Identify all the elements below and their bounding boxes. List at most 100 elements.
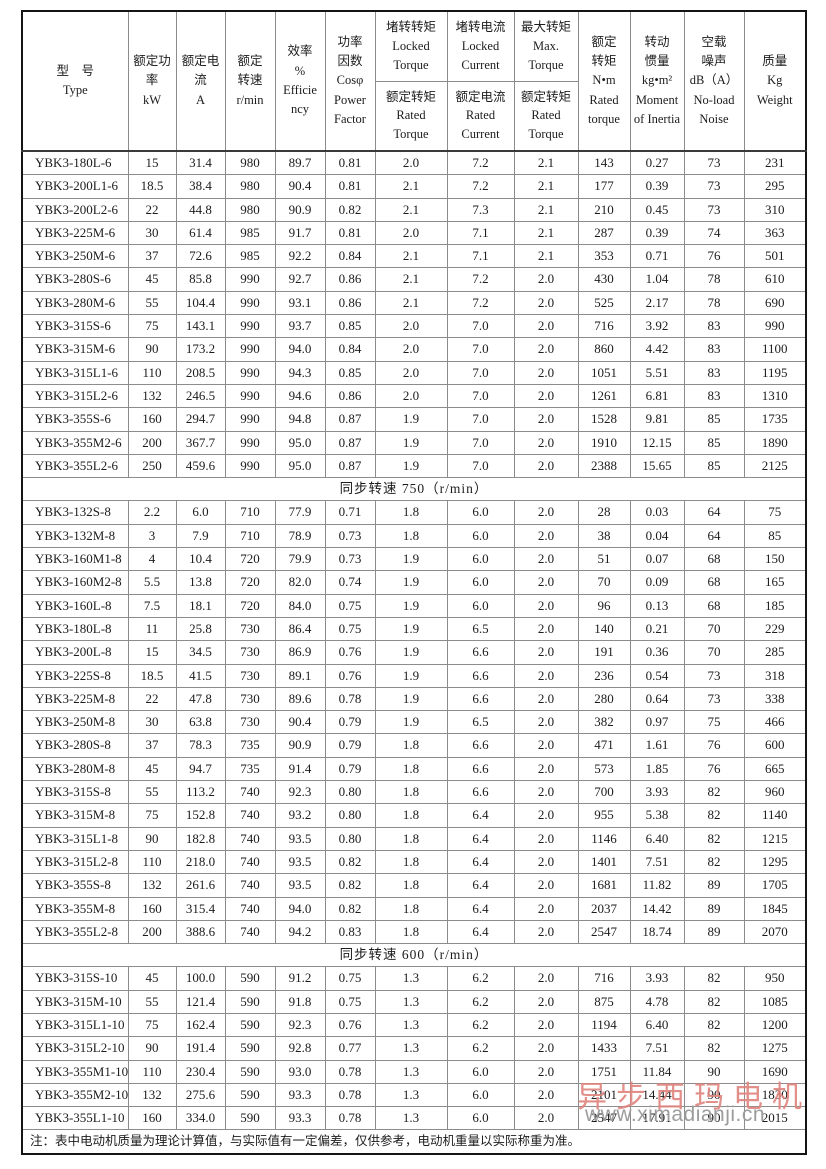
table-header: 型 号 Type 额定功率 kW 额定电流 A 额定 转速 r/min 效率% Efficie ncy… [21, 10, 807, 152]
cell-power_factor: 0.81 [324, 220, 376, 246]
cell-rated_speed_rpm: 735 [224, 733, 276, 758]
table-note: 注：表中电动机质量为理论计算值，与实际值有一定偏差，仅供参考，电动机重量以实际称… [21, 1129, 807, 1155]
cell-model: YBK3-160L-8 [21, 593, 129, 618]
cell-locked_current_ratio: 6.0 [446, 570, 515, 595]
cell-weight_kg: 1140 [743, 803, 807, 828]
cell-rated_torque_nm: 2547 [577, 1106, 631, 1131]
cell-rated_power_kw: 45 [127, 756, 177, 782]
cell-locked_torque_ratio: 2.0 [374, 337, 448, 362]
cell-efficiency_pct: 92.3 [274, 780, 326, 805]
cell-rated_torque_nm: 875 [577, 989, 631, 1014]
cell-locked_torque_ratio: 1.9 [374, 547, 448, 572]
cell-locked_current_ratio: 6.0 [446, 1082, 515, 1108]
cell-moment_of_inertia: 11.82 [629, 873, 685, 898]
cell-rated_power_kw: 30 [127, 220, 177, 246]
table-row: YBK3-355S-6 160 294.7 990 94.8 0.87 1.9 7.0 2.0 1… [21, 407, 807, 432]
cell-max_torque_ratio: 2.0 [513, 290, 579, 316]
cell-power_factor: 0.82 [324, 873, 376, 898]
cell-moment_of_inertia: 0.45 [629, 197, 685, 222]
cell-rated_power_kw: 160 [127, 896, 177, 921]
cell-locked_torque_ratio: 1.3 [374, 1036, 448, 1061]
cell-locked_torque_ratio: 1.3 [374, 966, 448, 991]
cell-power_factor: 0.78 [324, 1059, 376, 1084]
cell-rated_current_a: 173.2 [175, 337, 226, 362]
cell-rated_torque_nm: 955 [577, 803, 631, 828]
cell-rated_torque_nm: 143 [577, 150, 631, 176]
note-row: 注：表中电动机质量为理论计算值，与实际值有一定偏差，仅供参考，电动机重量以实际称… [21, 1129, 807, 1155]
cell-locked_current_ratio: 7.0 [446, 314, 515, 339]
cell-locked_current_ratio: 6.2 [446, 1036, 515, 1061]
cell-rated_speed_rpm: 990 [224, 337, 276, 362]
col-header-power_factor: 功率 因数 Cosφ Power Factor [324, 10, 376, 152]
cell-noload_noise_db: 90 [683, 1059, 745, 1084]
cell-locked_torque_ratio: 2.0 [374, 150, 448, 176]
cell-rated_current_a: 218.0 [175, 849, 226, 875]
header-row: 型 号 Type 额定功率 kW 额定电流 A 额定 转速 r/min 效率% Efficie ncy… [21, 10, 807, 152]
cell-rated_speed_rpm: 590 [224, 1012, 276, 1038]
cell-noload_noise_db: 83 [683, 314, 745, 339]
table-row: YBK3-355L2-8 200 388.6 740 94.2 0.83 1.8 6.4 2.0… [21, 919, 807, 945]
cell-rated_power_kw: 15 [127, 150, 177, 176]
section-header-label: 同步转速 750（r/min） [21, 477, 807, 502]
cell-weight_kg: 1690 [743, 1059, 807, 1084]
cell-weight_kg: 1310 [743, 383, 807, 409]
cell-locked_torque_ratio: 2.1 [374, 267, 448, 292]
cell-noload_noise_db: 64 [683, 500, 745, 525]
cell-rated_speed_rpm: 590 [224, 1106, 276, 1131]
cell-rated_speed_rpm: 730 [224, 663, 276, 688]
col-header-rated_torque_nm: 额定 转矩 N•m Rated torque [577, 10, 631, 152]
cell-noload_noise_db: 70 [683, 640, 745, 665]
cell-rated_torque_nm: 716 [577, 966, 631, 991]
table-row: YBK3-160M1-8 4 10.4 720 79.9 0.73 1.9 6.0 2.0 51 0… [21, 547, 807, 572]
cell-rated_current_a: 78.3 [175, 733, 226, 758]
table-row: YBK3-355M-8 160 315.4 740 94.0 0.82 1.8 6.4 2.0 2… [21, 896, 807, 921]
cell-power_factor: 0.81 [324, 150, 376, 176]
cell-weight_kg: 1200 [743, 1012, 807, 1038]
cell-model: YBK3-280S-6 [21, 267, 129, 292]
cell-efficiency_pct: 94.3 [274, 360, 326, 385]
cell-rated_speed_rpm: 590 [224, 966, 276, 991]
cell-rated_torque_nm: 573 [577, 756, 631, 782]
cell-locked_torque_ratio: 1.3 [374, 1106, 448, 1131]
cell-locked_torque_ratio: 2.0 [374, 220, 448, 246]
cell-power_factor: 0.84 [324, 337, 376, 362]
table-row: YBK3-315S-10 45 100.0 590 91.2 0.75 1.3 6.2 2.0 7… [21, 966, 807, 991]
cell-power_factor: 0.79 [324, 733, 376, 758]
cell-weight_kg: 165 [743, 570, 807, 595]
table-row: YBK3-180L-8 11 25.8 730 86.4 0.75 1.9 6.5 2.0 140… [21, 616, 807, 642]
cell-rated_torque_nm: 38 [577, 523, 631, 549]
cell-power_factor: 0.82 [324, 849, 376, 875]
cell-weight_kg: 610 [743, 267, 807, 292]
cell-locked_current_ratio: 6.4 [446, 919, 515, 945]
cell-rated_power_kw: 75 [127, 314, 177, 339]
cell-efficiency_pct: 89.6 [274, 686, 326, 712]
cell-rated_torque_nm: 210 [577, 197, 631, 222]
cell-rated_torque_nm: 1401 [577, 849, 631, 875]
cell-rated_current_a: 121.4 [175, 989, 226, 1014]
cell-power_factor: 0.81 [324, 174, 376, 199]
cell-efficiency_pct: 91.4 [274, 756, 326, 782]
cell-max_torque_ratio: 2.0 [513, 849, 579, 875]
cell-weight_kg: 1215 [743, 826, 807, 851]
cell-efficiency_pct: 93.1 [274, 290, 326, 316]
cell-rated_speed_rpm: 980 [224, 174, 276, 199]
cell-rated_power_kw: 75 [127, 1012, 177, 1038]
cell-efficiency_pct: 86.4 [274, 616, 326, 642]
cell-moment_of_inertia: 1.04 [629, 267, 685, 292]
cell-rated_power_kw: 18.5 [127, 174, 177, 199]
col-header-max_torque_ratio: 最大转矩 Max. Torque 额定转矩 Rated Torque [513, 10, 579, 152]
cell-rated_speed_rpm: 710 [224, 500, 276, 525]
cell-rated_current_a: 94.7 [175, 756, 226, 782]
cell-rated_power_kw: 200 [127, 919, 177, 945]
cell-rated_power_kw: 18.5 [127, 663, 177, 688]
split-header-bottom: 额定转矩 Rated Torque [376, 80, 446, 150]
cell-locked_torque_ratio: 1.8 [374, 826, 448, 851]
cell-rated_current_a: 38.4 [175, 174, 226, 199]
cell-rated_torque_nm: 860 [577, 337, 631, 362]
cell-rated_torque_nm: 471 [577, 733, 631, 758]
cell-rated_torque_nm: 287 [577, 220, 631, 246]
cell-rated_speed_rpm: 990 [224, 453, 276, 479]
cell-locked_current_ratio: 6.4 [446, 803, 515, 828]
cell-locked_current_ratio: 6.2 [446, 966, 515, 991]
cell-rated_power_kw: 30 [127, 710, 177, 735]
